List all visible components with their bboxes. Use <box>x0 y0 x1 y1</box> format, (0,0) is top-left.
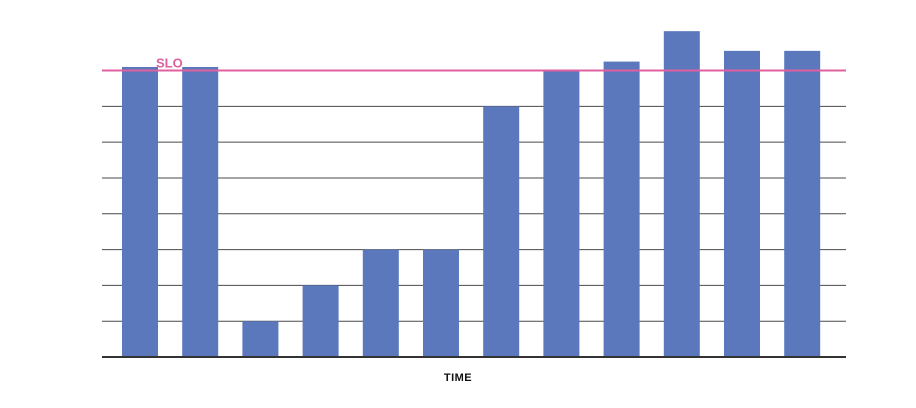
gridlines <box>102 70 846 322</box>
bar-11 <box>724 50 760 358</box>
bar-2 <box>182 66 219 357</box>
bar-8 <box>543 70 580 357</box>
slo-label: SLO <box>156 56 183 71</box>
bar-5 <box>362 249 399 357</box>
bar-3 <box>242 321 279 357</box>
bar-12 <box>784 50 821 358</box>
bar-9 <box>603 61 640 358</box>
bar-1 <box>122 66 158 357</box>
bar-4 <box>302 285 339 357</box>
bar-10 <box>663 31 700 358</box>
x-axis-label: TIME <box>444 372 472 384</box>
bar-6 <box>423 249 459 357</box>
bar-7 <box>483 106 520 358</box>
bars <box>122 31 821 358</box>
